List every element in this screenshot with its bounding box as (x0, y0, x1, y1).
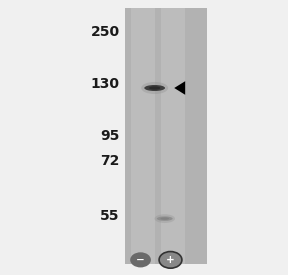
Bar (161, 8, 185, 264)
Ellipse shape (130, 252, 151, 267)
Ellipse shape (157, 216, 173, 221)
Ellipse shape (160, 218, 169, 220)
Text: 55: 55 (100, 209, 120, 223)
Ellipse shape (159, 252, 182, 268)
Text: 130: 130 (90, 77, 120, 91)
Text: 72: 72 (100, 154, 120, 168)
Text: 95: 95 (100, 129, 120, 143)
Text: 250: 250 (90, 25, 120, 39)
Text: −: − (136, 255, 145, 265)
Polygon shape (174, 81, 185, 95)
Ellipse shape (149, 86, 160, 90)
Bar (131, 8, 156, 264)
Ellipse shape (144, 85, 165, 91)
Text: +: + (166, 255, 175, 265)
Ellipse shape (141, 82, 168, 94)
Ellipse shape (154, 214, 175, 223)
Bar (125, 8, 207, 264)
